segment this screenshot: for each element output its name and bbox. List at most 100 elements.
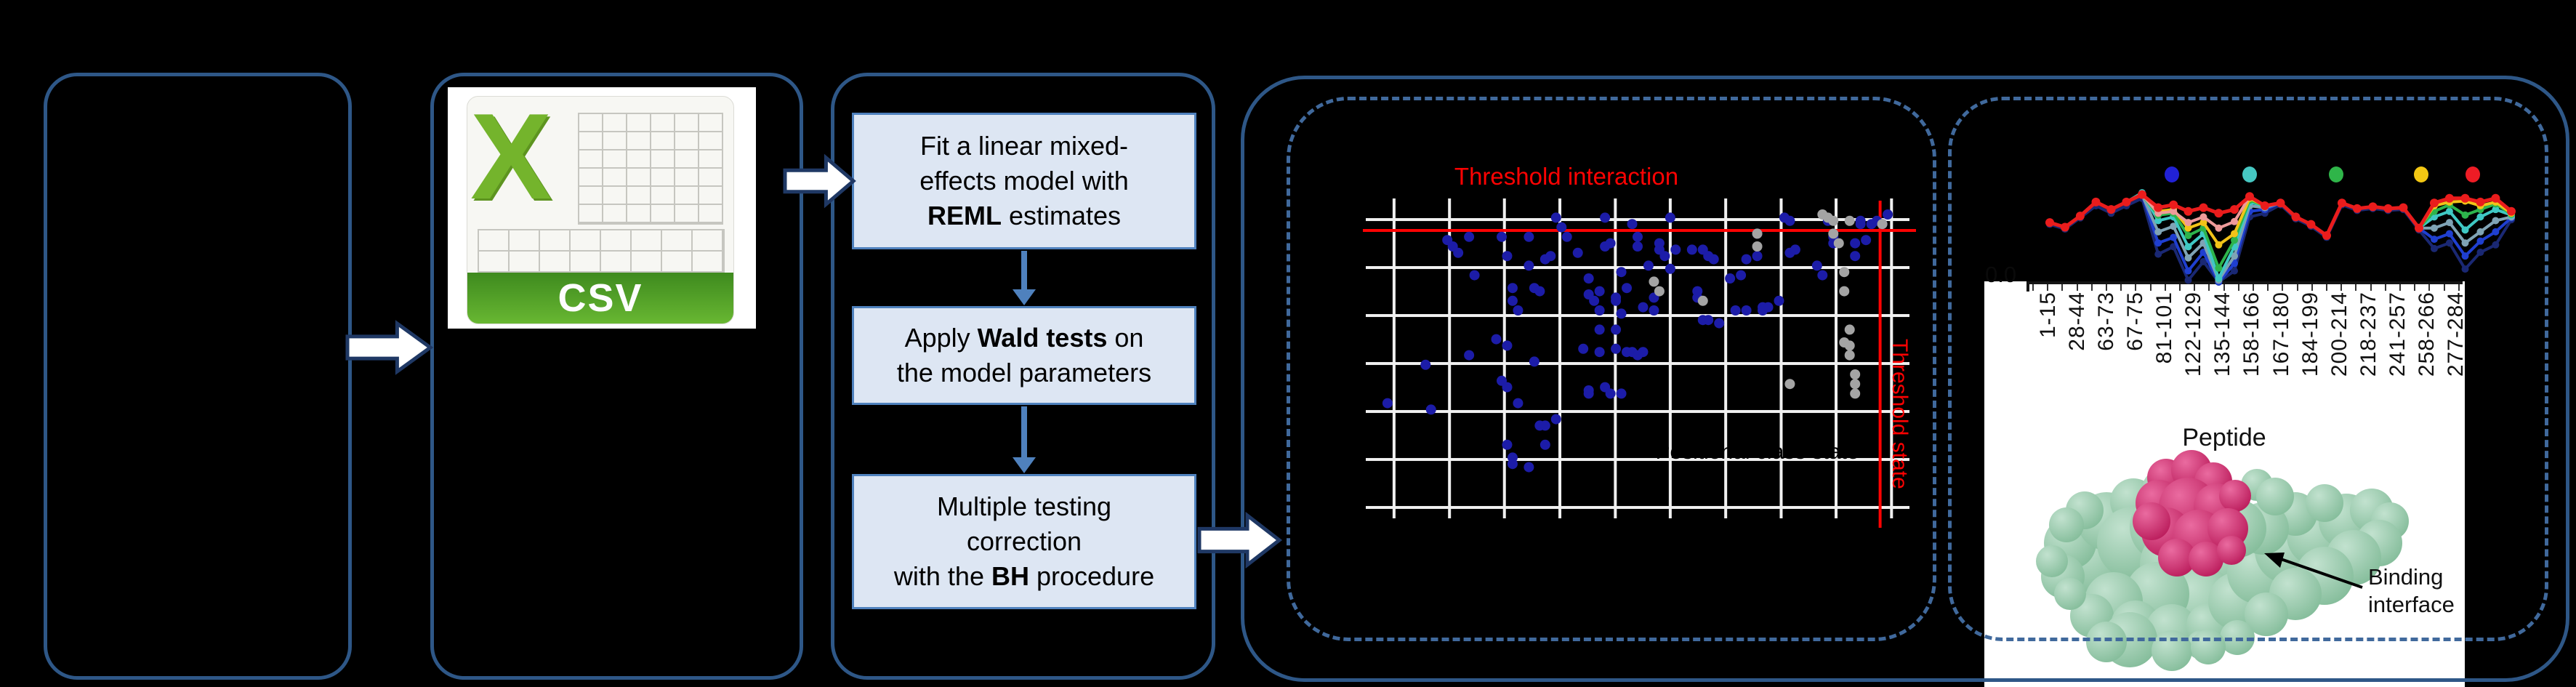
grid-line-vertical [1614,198,1617,518]
line-marker-red [2337,198,2346,208]
line-marker-red [2138,190,2146,199]
scatter-point-significant [1524,462,1534,473]
scatter-point-significant [1507,295,1518,306]
axis-tick [2370,284,2372,291]
line-marker-blue [2170,233,2178,241]
scatter-point-significant [1425,404,1436,415]
y-axis-corner [2026,281,2029,292]
line-marker-red [2154,203,2163,212]
scatter-point-non-significant [1828,215,1839,226]
line-marker-red [2214,209,2223,218]
axis-tick [2399,284,2401,291]
grid-line-horizontal [1366,218,1909,222]
grid-line-horizontal [1366,506,1909,510]
scatter-point-significant [1605,388,1616,399]
line-marker-pink [2231,217,2238,225]
panel-step3-stats [831,73,1215,680]
axis-tick [2179,284,2181,291]
scatter-point-significant [1502,382,1513,393]
axis-tick [2194,284,2196,291]
grid-line-horizontal [1366,266,1909,270]
line-marker-steel [2430,224,2438,232]
csv-file-image: X CSV [448,87,756,329]
threshold-interaction-line [1363,229,1916,232]
line-marker-green [2461,211,2469,219]
axis-tick [2443,284,2445,291]
protein-body-blob [2086,622,2127,662]
line-marker-yellow [2184,224,2192,232]
flow-box-text-line: the model parameters [896,358,1152,387]
scatter-point-significant [1583,273,1594,284]
grid-line-vertical [1392,198,1396,518]
scatter-point-significant [1524,260,1534,271]
scatter-point-significant [1502,251,1513,262]
scatter-point-significant [1513,398,1524,409]
panel-step2-csv [430,73,803,680]
line-marker-red [2060,222,2069,232]
axis-tick [2061,284,2064,291]
scatter-point-significant [1855,219,1866,230]
line-marker-red [2476,197,2485,206]
scatter-point-non-significant [1752,228,1763,239]
scatter-point-non-significant [1784,379,1795,390]
scatter-point-significant [1583,388,1594,399]
flow-box-text-line: Apply Wald tests on [904,323,1144,353]
scatter-point-significant [1633,241,1643,252]
scatter-point-significant [1633,231,1643,242]
scatter-point-significant [1616,267,1627,278]
line-marker-steel [2184,254,2192,262]
scatter-point-significant [1763,302,1774,313]
line-marker-blue [2154,239,2162,247]
scatter-point-significant [1561,231,1572,242]
scatter-point-significant [1497,231,1507,242]
flow-box-text-line: REML estimates [927,201,1122,230]
line-marker-pink [2184,219,2192,227]
x-axis-line [2026,281,2463,284]
line-marker-steel [2154,228,2162,236]
protein-peptide-blob [2217,536,2246,565]
line-marker-red [2260,201,2269,211]
scatter-point-significant [1469,270,1480,281]
flow-box-text-line: correction [966,526,1082,556]
axis-tick [2384,284,2386,291]
scatter-point-significant [1665,263,1675,274]
axis-tick [2311,284,2313,291]
scatter-point-non-significant [1828,228,1839,239]
line-marker-red [2091,197,2101,206]
x-axis-title: Peptide [2182,424,2266,451]
threshold-state-line [1878,201,1882,528]
axis-tick [2076,284,2078,291]
scatter-point-significant [1627,219,1638,230]
scatter-point-significant [1708,254,1719,265]
axis-tick [2340,284,2343,291]
protein-peptide-blob [2189,542,2223,576]
spreadsheet-grid-icon [478,229,725,274]
binding-interface-label-line1: Binding [2368,564,2444,590]
scatter-point-non-significant [1839,267,1850,278]
grid-line-vertical [1890,198,1893,518]
line-marker-red [2460,193,2470,203]
flow-box-bh: Multiple testing correction with the BH pr… [852,474,1196,609]
scatter-point-non-significant [1654,286,1665,297]
protein-body-blob [2256,478,2294,515]
scatter-point-significant [1686,244,1697,255]
flow-arrow-head [1013,289,1036,305]
line-marker-cyan [2476,213,2484,221]
block-arrow-step2-to-step3 [783,153,856,209]
axis-tick [2267,284,2269,291]
flow-box-reml: Fit a linear mixed-effects model with REM… [852,113,1196,249]
line-marker-red [2352,204,2362,213]
scatter-point-significant [1382,398,1393,409]
scatter-point-non-significant [1850,369,1861,379]
scatter-point-significant [1649,305,1659,316]
grid-line-vertical [1668,198,1672,518]
scatter-point-significant [1491,334,1502,345]
csv-page: X CSV [467,96,734,324]
scatter-point-significant [1850,238,1861,249]
csv-banner: CSV [467,273,733,324]
scatter-point-significant [1611,324,1622,335]
scatter-point-non-significant [1844,340,1855,351]
line-marker-blue [2476,237,2484,245]
line-marker-steel [2170,222,2178,230]
line-marker-green [2231,236,2238,244]
